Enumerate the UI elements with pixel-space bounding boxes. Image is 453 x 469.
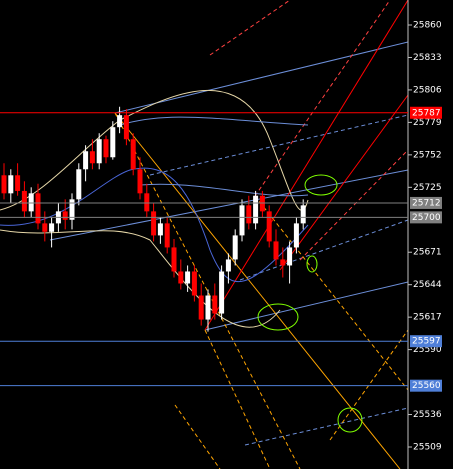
candle-body <box>62 211 68 220</box>
candle-body <box>219 271 225 314</box>
candle-body <box>96 139 102 164</box>
candle-body <box>225 259 231 272</box>
indicator-curve <box>0 167 309 282</box>
price-level-label: 25787 <box>412 108 441 118</box>
fan-line <box>204 0 409 331</box>
candle-body <box>212 295 218 314</box>
candle-body <box>185 271 191 284</box>
indicator-curve <box>119 116 309 126</box>
y-tick-label: 25833 <box>413 53 442 63</box>
candle-body <box>293 223 299 248</box>
candle-body <box>103 139 109 158</box>
fan-line <box>329 329 409 441</box>
fan-line <box>114 112 301 469</box>
trend-line <box>149 114 409 176</box>
trend-line <box>204 281 409 331</box>
y-tick-label: 25752 <box>413 150 442 160</box>
candle-body <box>21 190 27 212</box>
candle-body <box>239 205 245 236</box>
candle-body <box>273 241 279 260</box>
y-tick-label: 25671 <box>413 248 442 258</box>
candle-body <box>123 115 129 140</box>
candle-body <box>171 247 177 272</box>
price-level-box <box>410 379 442 392</box>
candle-body <box>69 199 75 220</box>
candle-body <box>144 193 150 212</box>
candle-body <box>137 169 143 194</box>
candle-body <box>151 211 157 236</box>
y-tick-label: 25806 <box>413 85 442 95</box>
trend-line <box>49 169 409 241</box>
candle-body <box>205 295 211 320</box>
indicator-curve <box>0 229 281 328</box>
y-tick-label: 25509 <box>413 442 442 452</box>
price-level-box <box>410 211 442 224</box>
trend-line <box>239 219 409 281</box>
candle-body <box>35 193 41 224</box>
indicator-curve <box>139 183 309 197</box>
fan-line <box>279 94 409 271</box>
candle-body <box>259 195 265 212</box>
candle-body <box>89 151 95 164</box>
price-level-label: 25597 <box>412 337 441 347</box>
price-level-box <box>410 196 442 209</box>
highlight-circle <box>257 303 299 331</box>
candle-body <box>300 205 306 224</box>
y-tick-label: 25860 <box>413 21 442 31</box>
fan-line <box>204 329 271 469</box>
candle-body <box>42 223 48 232</box>
candle-body <box>178 271 184 284</box>
candle-body <box>15 175 21 191</box>
candle-body <box>49 223 55 232</box>
candle-body <box>266 211 272 242</box>
candle-body <box>8 175 14 194</box>
y-tick-label: 25617 <box>413 313 442 323</box>
candle-body <box>164 223 170 248</box>
highlight-circle <box>306 255 318 273</box>
highlight-circle <box>337 407 363 433</box>
fan-line <box>174 404 221 469</box>
candle-body <box>157 223 163 236</box>
fan-line <box>254 195 409 391</box>
candle-body <box>280 259 286 266</box>
y-tick-label: 25725 <box>413 183 442 193</box>
candle-body <box>253 195 259 224</box>
candle-body <box>287 247 293 266</box>
price-level-label: 25712 <box>412 198 441 208</box>
highlight-circle <box>304 174 338 196</box>
candle-body <box>232 235 238 260</box>
candle-body <box>83 151 89 170</box>
candle-body <box>198 295 204 320</box>
price-level-label: 25700 <box>412 213 441 223</box>
price-level-label: 25560 <box>412 381 441 391</box>
candle-body <box>1 175 7 194</box>
candle-body <box>117 115 123 128</box>
drawing-tools <box>0 0 409 469</box>
candle-body <box>246 205 252 224</box>
price-level-box <box>410 106 442 119</box>
candle-body <box>76 169 82 200</box>
trend-line <box>114 41 409 114</box>
y-tick-label: 25590 <box>413 345 442 355</box>
candle-body <box>28 193 34 212</box>
candle-body <box>110 127 116 158</box>
fan-line <box>299 149 409 261</box>
y-tick-label: 25644 <box>413 280 442 290</box>
candle-body <box>130 139 136 170</box>
fan-line <box>209 0 291 56</box>
price-level-box <box>410 335 442 348</box>
y-tick-label: 25536 <box>413 410 442 420</box>
fan-line <box>254 0 391 197</box>
y-tick-label: 25779 <box>413 118 442 128</box>
candle-body <box>191 271 197 296</box>
